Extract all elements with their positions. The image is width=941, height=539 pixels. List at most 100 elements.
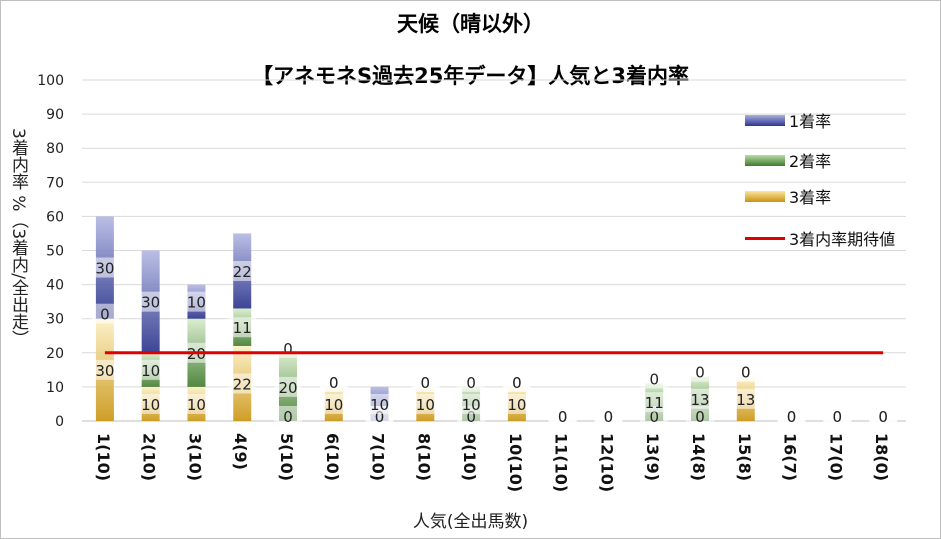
x-tick-label: 14(8) bbox=[689, 433, 708, 481]
data-label: 22 bbox=[233, 263, 252, 281]
legend-item-3rd: 3着率 bbox=[745, 184, 831, 208]
data-label: 22 bbox=[233, 375, 252, 393]
data-label-bg bbox=[686, 388, 714, 409]
data-label-bg bbox=[90, 359, 119, 380]
data-label: 0 bbox=[878, 408, 888, 426]
y-tick-label: 50 bbox=[46, 244, 64, 260]
x-tick-label: 9(10) bbox=[460, 433, 479, 481]
x-tick-label: 1(10) bbox=[94, 433, 113, 481]
y-tick-label: 90 bbox=[46, 107, 64, 123]
data-label-bg bbox=[136, 291, 165, 312]
data-label-bg bbox=[731, 361, 760, 382]
data-label: 0 bbox=[833, 408, 843, 426]
y-tick-label: 0 bbox=[55, 414, 64, 430]
data-label-bg bbox=[411, 371, 440, 392]
x-tick-label: 15(8) bbox=[735, 433, 754, 481]
data-label: 0 bbox=[283, 408, 293, 426]
y-tick-label: 30 bbox=[46, 312, 64, 328]
data-label: 10 bbox=[187, 294, 206, 312]
data-label: 0 bbox=[512, 374, 522, 392]
x-tick-label: 13(9) bbox=[643, 433, 662, 481]
data-label-bg bbox=[228, 373, 257, 394]
data-label: 0 bbox=[695, 364, 705, 382]
data-label-bg bbox=[869, 406, 898, 426]
data-label: 10 bbox=[507, 396, 526, 414]
x-tick-label: 11(10) bbox=[552, 433, 571, 492]
x-tick-label: 18(0) bbox=[872, 433, 891, 481]
y-tick-label: 40 bbox=[46, 278, 64, 294]
data-label: 11 bbox=[233, 319, 252, 337]
x-axis-label: 人気(全出馬数) bbox=[412, 512, 529, 532]
data-label: 0 bbox=[375, 408, 385, 426]
data-label: 30 bbox=[95, 260, 114, 278]
y-tick-label: 100 bbox=[37, 73, 64, 89]
y-tick-label: 80 bbox=[46, 141, 64, 157]
data-label-bg bbox=[640, 392, 669, 413]
data-label: 10 bbox=[462, 396, 481, 414]
x-tick-label: 12(10) bbox=[597, 433, 616, 492]
legend-label: 1着率 bbox=[789, 112, 832, 131]
y-axis-label: 3着内率 %（3着内/全出走） bbox=[8, 128, 28, 347]
x-tick-label: 3(10) bbox=[185, 433, 204, 481]
data-label: 0 bbox=[695, 408, 705, 426]
data-label-bg bbox=[274, 376, 302, 397]
data-label-bg bbox=[136, 359, 165, 380]
data-label: 0 bbox=[649, 408, 659, 426]
legend-item-1st: 1着率 bbox=[745, 108, 831, 132]
data-label: 10 bbox=[141, 362, 160, 380]
y-tick-label: 60 bbox=[46, 209, 64, 225]
x-tick-label: 17(0) bbox=[826, 433, 845, 481]
y-tick-label: 20 bbox=[46, 346, 64, 362]
data-label-bg bbox=[411, 393, 440, 414]
data-label-bg bbox=[640, 368, 669, 389]
data-label-bg bbox=[686, 406, 714, 426]
x-tick-label: 5(10) bbox=[277, 433, 296, 481]
data-label: 13 bbox=[690, 391, 709, 409]
data-label-bg bbox=[182, 393, 211, 414]
legend-item-expected: 3着内率期待値 bbox=[745, 226, 895, 250]
x-tick-label: 10(10) bbox=[506, 433, 525, 492]
data-label: 10 bbox=[187, 396, 206, 414]
data-label: 0 bbox=[329, 374, 339, 392]
data-label: 0 bbox=[558, 408, 568, 426]
data-label: 10 bbox=[141, 396, 160, 414]
data-label: 0 bbox=[421, 374, 431, 392]
data-label: 13 bbox=[736, 391, 755, 409]
gold-gradient-swatch-icon bbox=[745, 190, 785, 202]
data-label-bg bbox=[457, 371, 486, 392]
data-label: 0 bbox=[466, 374, 476, 392]
x-tick-label: 16(7) bbox=[781, 433, 800, 481]
red-line-swatch-icon bbox=[745, 236, 785, 240]
x-tick-label: 7(10) bbox=[369, 433, 388, 481]
data-label: 0 bbox=[100, 306, 110, 324]
x-tick-label: 2(10) bbox=[140, 433, 159, 481]
data-label-bg bbox=[228, 260, 257, 281]
data-label-bg bbox=[90, 303, 119, 324]
legend-label: 2着率 bbox=[789, 152, 832, 171]
data-label: 10 bbox=[416, 396, 435, 414]
data-label-bg bbox=[548, 406, 577, 426]
blue-gradient-swatch-icon bbox=[745, 114, 785, 126]
x-tick-label: 8(10) bbox=[414, 433, 433, 481]
data-label: 30 bbox=[95, 362, 114, 380]
data-label: 0 bbox=[466, 408, 476, 426]
x-tick-label: 4(9) bbox=[231, 433, 250, 470]
data-label: 10 bbox=[324, 396, 343, 414]
data-label-bg bbox=[686, 361, 714, 382]
y-tick-label: 70 bbox=[46, 175, 64, 191]
data-label: 20 bbox=[278, 379, 297, 397]
y-tick-label: 10 bbox=[46, 380, 64, 396]
legend-label: 3着率 bbox=[789, 188, 832, 207]
data-label-bg bbox=[136, 393, 165, 414]
data-label-bg bbox=[457, 393, 486, 414]
data-label-bg bbox=[777, 406, 806, 426]
data-label: 0 bbox=[741, 364, 751, 382]
data-label-bg bbox=[228, 317, 257, 338]
data-label-bg bbox=[731, 388, 760, 409]
data-label: 11 bbox=[645, 394, 664, 412]
data-label-bg bbox=[594, 406, 623, 426]
data-label-bg bbox=[823, 406, 852, 426]
legend-label: 3着内率期待値 bbox=[789, 230, 896, 249]
data-label: 0 bbox=[787, 408, 797, 426]
